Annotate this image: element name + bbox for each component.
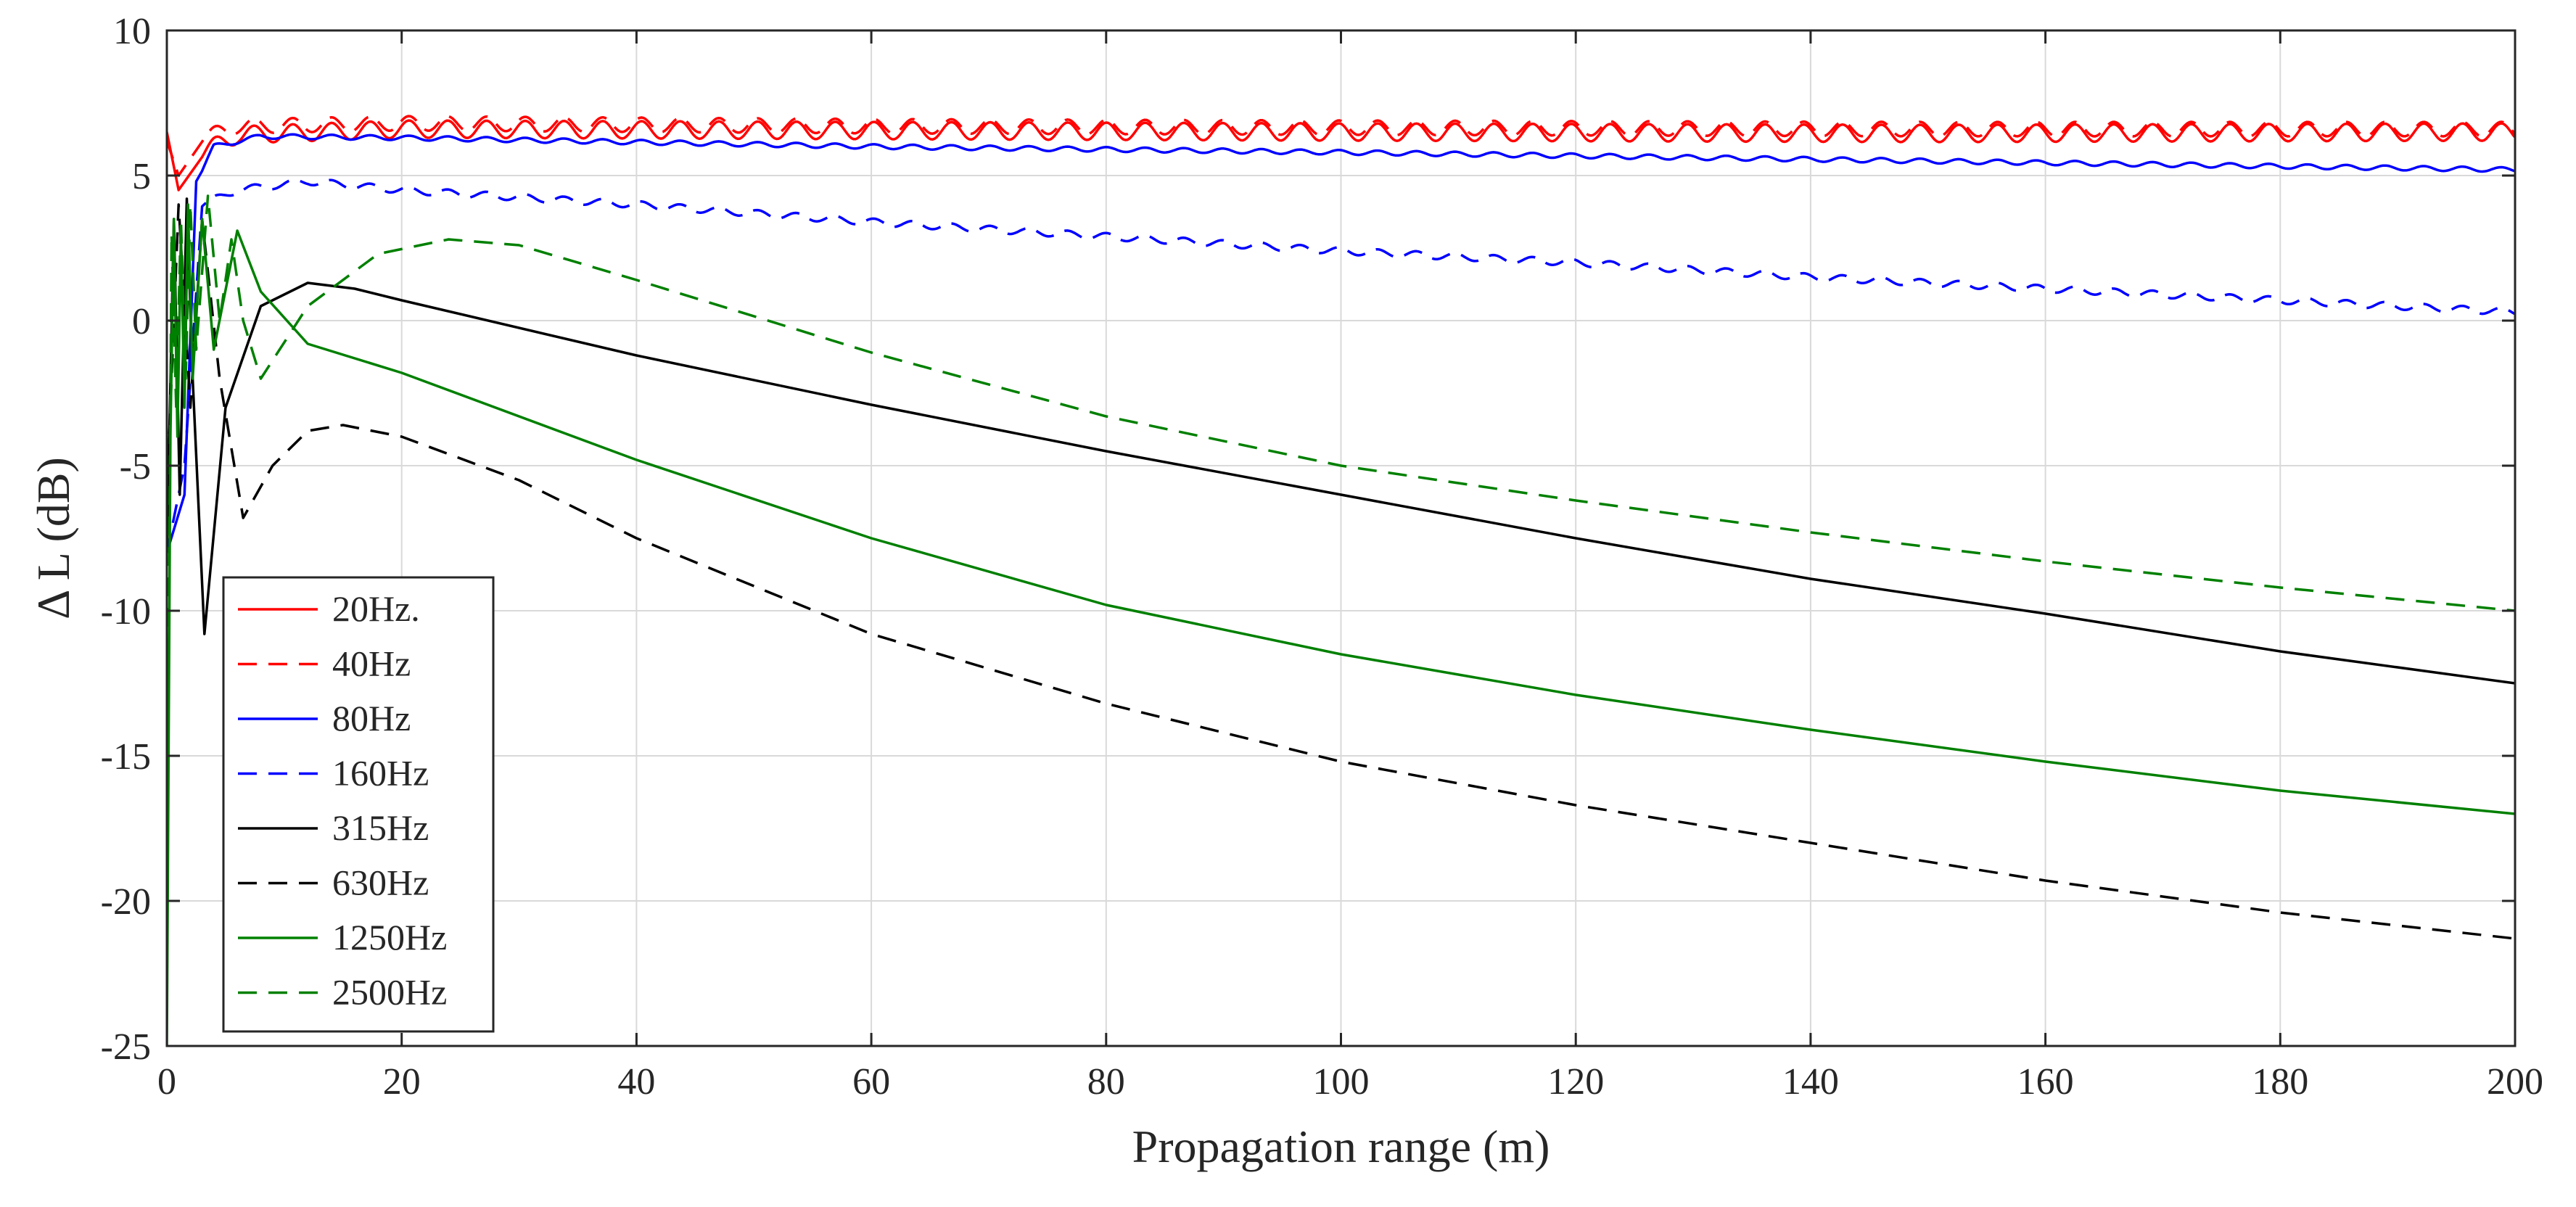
x-tick-label: 40 [617, 1061, 655, 1103]
y-axis-label: Δ L (dB) [28, 457, 79, 619]
x-tick-label: 200 [2487, 1061, 2543, 1103]
y-tick-label: 10 [113, 11, 151, 52]
x-tick-label: 140 [1782, 1061, 1839, 1103]
series-line-160hz [167, 178, 2515, 553]
series-layer [167, 115, 2515, 1046]
x-tick-label: 120 [1547, 1061, 1604, 1103]
x-tick-label: 0 [157, 1061, 176, 1103]
y-tick-label: 0 [132, 301, 151, 342]
y-tick-label: -15 [101, 736, 151, 778]
legend-label: 40Hz [332, 643, 411, 684]
x-tick-label: 20 [383, 1061, 421, 1103]
series-line-40hz [167, 115, 2515, 177]
legend-label: 315Hz [332, 807, 429, 848]
legend-label: 20Hz. [332, 588, 420, 629]
series-line-2500hz [167, 194, 2515, 902]
x-tick-label: 60 [852, 1061, 890, 1103]
y-tick-label: -10 [101, 591, 151, 633]
y-tick-label: -20 [101, 881, 151, 923]
series-line-20hz [167, 119, 2515, 191]
legend-label: 1250Hz [332, 917, 447, 957]
legend-label: 80Hz [332, 698, 411, 738]
legend-label: 2500Hz [332, 972, 447, 1013]
legend: 20Hz. 40Hz 80Hz 160Hz 315Hz 630Hz 1250Hz 2500Hz [222, 576, 495, 1033]
x-tick-label: 160 [2017, 1061, 2074, 1103]
x-axis-label: Propagation range (m) [1132, 1121, 1550, 1172]
y-tick-label: -25 [101, 1026, 151, 1068]
x-tick-label: 180 [2252, 1061, 2308, 1103]
legend-box [222, 576, 495, 1033]
x-tick-label: 80 [1087, 1061, 1125, 1103]
legend-label: 630Hz [332, 862, 429, 903]
legend-label: 160Hz [332, 753, 429, 794]
series-line-80hz [167, 133, 2515, 553]
y-tick-label: 5 [132, 156, 151, 197]
axis-ticks: 0 20 40 60 80 100 120 140 160 180 200-25-20-15-10-… [101, 11, 2543, 1103]
x-tick-label: 100 [1313, 1061, 1370, 1103]
y-tick-label: -5 [120, 446, 151, 487]
